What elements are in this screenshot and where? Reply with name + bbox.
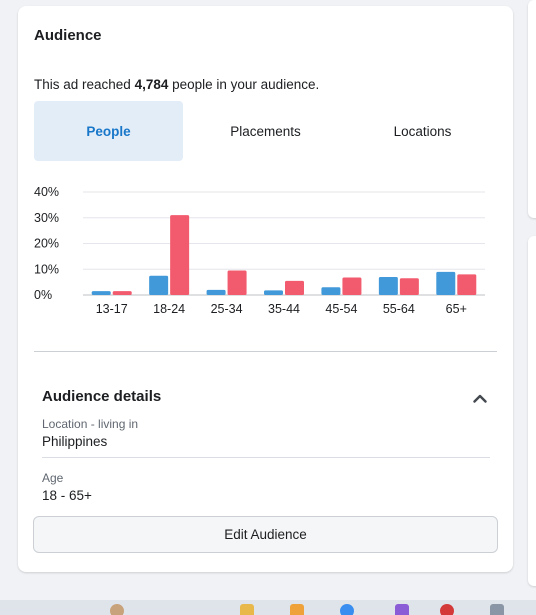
tab-locations[interactable]: Locations [393,123,452,139]
side-panel-card-bottom [528,236,536,586]
os-taskbar [0,600,536,615]
x-tick-label: 45-54 [325,302,357,316]
x-tick-label: 18-24 [153,302,185,316]
bar-18-24-series-1[interactable] [149,275,169,295]
audience-details-title: Audience details [42,388,162,405]
y-tick-label: 40% [34,185,59,199]
section-divider [34,351,497,352]
edit-audience-button[interactable]: Edit Audience [33,516,498,553]
audience-card: Audience This ad reached 4,784 people in… [18,6,513,572]
visual-studio-icon[interactable] [395,604,409,615]
reach-suffix: people in your audience. [168,77,320,92]
y-tick-label: 10% [34,262,59,276]
x-tick-label: 13-17 [96,302,128,316]
bar-25-34-series-2[interactable] [227,270,247,295]
y-tick-label: 20% [34,237,59,251]
user-avatar-icon[interactable] [110,604,124,615]
collapse-chevron-up-icon[interactable] [469,389,491,407]
bar-45-54-series-2[interactable] [342,277,362,295]
field-divider [42,457,490,458]
bar-65+-series-1[interactable] [436,271,456,295]
location-label: Location - living in [42,417,139,431]
age-gender-bar-chart: 40% 30% 20% 10% 0% 13-17 18-24 25-34 35-44 45-54 5… [34,185,485,316]
age-label: Age [42,471,64,485]
bar-13-17-series-2[interactable] [112,291,132,295]
app-icon[interactable] [490,604,504,615]
folder-icon[interactable] [240,604,254,615]
chrome-icon[interactable] [440,604,454,615]
x-tick-label: 25-34 [211,302,243,316]
mail-icon[interactable] [290,604,304,615]
bar-18-24-series-2[interactable] [170,215,190,295]
y-tick-label: 30% [34,211,59,225]
x-tick-label: 55-64 [383,302,415,316]
reach-summary: This ad reached 4,784 people in your aud… [34,77,319,92]
bar-65+-series-2[interactable] [457,274,477,295]
bar-35-44-series-1[interactable] [264,290,283,295]
x-tick-label: 65+ [446,302,467,316]
bar-45-54-series-1[interactable] [321,287,341,295]
reach-count: 4,784 [134,77,169,92]
y-tick-label: 0% [34,288,52,302]
audience-title: Audience [34,27,102,44]
bar-55-64-series-1[interactable] [378,276,398,295]
audience-tabs: People Placements Locations [34,101,506,161]
bar-25-34-series-1[interactable] [206,289,226,295]
bar-13-17-series-1[interactable] [91,291,111,295]
tab-placements[interactable]: Placements [230,123,301,139]
x-tick-label: 35-44 [268,302,300,316]
bar-55-64-series-2[interactable] [399,278,419,295]
reach-prefix: This ad reached [34,77,135,92]
side-panel-card-top [528,0,536,218]
tab-people[interactable]: People [34,101,183,161]
chat-icon[interactable] [340,604,354,615]
age-value: 18 - 65+ [42,488,92,503]
bar-35-44-series-2[interactable] [285,280,304,295]
location-value: Philippines [42,434,108,449]
